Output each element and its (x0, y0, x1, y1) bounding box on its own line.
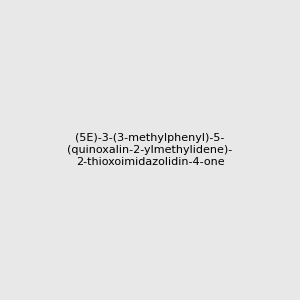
Text: (5E)-3-(3-methylphenyl)-5-
(quinoxalin-2-ylmethylidene)-
2-thioxoimidazolidin-4-: (5E)-3-(3-methylphenyl)-5- (quinoxalin-2… (68, 134, 232, 166)
